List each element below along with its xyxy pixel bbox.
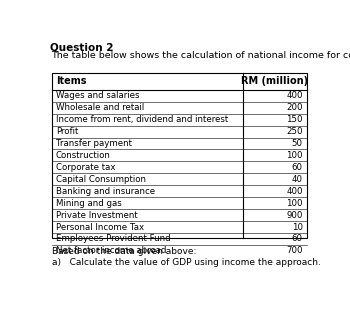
Text: Income from rent, dividend and interest: Income from rent, dividend and interest [56, 115, 228, 124]
Text: Employees Provident Fund: Employees Provident Fund [56, 235, 170, 243]
Text: Banking and insurance: Banking and insurance [56, 187, 155, 196]
Text: 40: 40 [292, 175, 303, 184]
Text: Profit: Profit [56, 127, 78, 136]
Text: Personal Income Tax: Personal Income Tax [56, 222, 144, 232]
Text: Corporate tax: Corporate tax [56, 163, 116, 172]
Text: 100: 100 [286, 199, 303, 208]
Text: 10: 10 [292, 222, 303, 232]
Text: 60: 60 [292, 235, 303, 243]
Text: Capital Consumption: Capital Consumption [56, 175, 146, 184]
Text: 250: 250 [286, 127, 303, 136]
Text: Mining and gas: Mining and gas [56, 199, 122, 208]
Text: a)   Calculate the value of GDP using income the approach.: a) Calculate the value of GDP using inco… [52, 258, 321, 267]
Text: 60: 60 [292, 163, 303, 172]
Text: 200: 200 [286, 103, 303, 112]
Text: 100: 100 [286, 151, 303, 160]
Text: Net factor income abroad: Net factor income abroad [56, 246, 166, 256]
Text: Based on the data given above:: Based on the data given above: [52, 247, 196, 256]
Text: Question 2: Question 2 [50, 42, 113, 52]
Text: Private Investment: Private Investment [56, 211, 138, 220]
Text: 150: 150 [286, 115, 303, 124]
Text: 400: 400 [286, 187, 303, 196]
Text: Wholesale and retail: Wholesale and retail [56, 103, 144, 112]
Text: 900: 900 [286, 211, 303, 220]
Text: 400: 400 [286, 91, 303, 100]
Text: Transfer payment: Transfer payment [56, 139, 132, 148]
Text: Items: Items [56, 76, 86, 86]
Text: Wages and salaries: Wages and salaries [56, 91, 139, 100]
Text: 50: 50 [292, 139, 303, 148]
Text: 700: 700 [286, 246, 303, 256]
Text: RM (million): RM (million) [241, 76, 309, 86]
Text: The table below shows the calculation of national income for country Z.: The table below shows the calculation of… [51, 51, 350, 60]
Text: Construction: Construction [56, 151, 111, 160]
